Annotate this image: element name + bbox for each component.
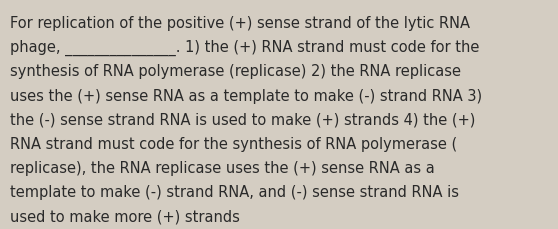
Text: synthesis of RNA polymerase (replicase) 2) the RNA replicase: synthesis of RNA polymerase (replicase) …	[10, 64, 461, 79]
Text: replicase), the RNA replicase uses the (+) sense RNA as a: replicase), the RNA replicase uses the (…	[10, 160, 435, 175]
Text: the (-) sense strand RNA is used to make (+) strands 4) the (+): the (-) sense strand RNA is used to make…	[10, 112, 475, 127]
Text: RNA strand must code for the synthesis of RNA polymerase (: RNA strand must code for the synthesis o…	[10, 136, 458, 151]
Text: uses the (+) sense RNA as a template to make (-) strand RNA 3): uses the (+) sense RNA as a template to …	[10, 88, 482, 103]
Text: template to make (-) strand RNA, and (-) sense strand RNA is: template to make (-) strand RNA, and (-)…	[10, 184, 459, 199]
Text: used to make more (+) strands: used to make more (+) strands	[10, 208, 240, 223]
Text: For replication of the positive (+) sense strand of the lytic RNA: For replication of the positive (+) sens…	[10, 16, 470, 31]
Text: phage, _______________. 1) the (+) RNA strand must code for the: phage, _______________. 1) the (+) RNA s…	[10, 40, 479, 56]
